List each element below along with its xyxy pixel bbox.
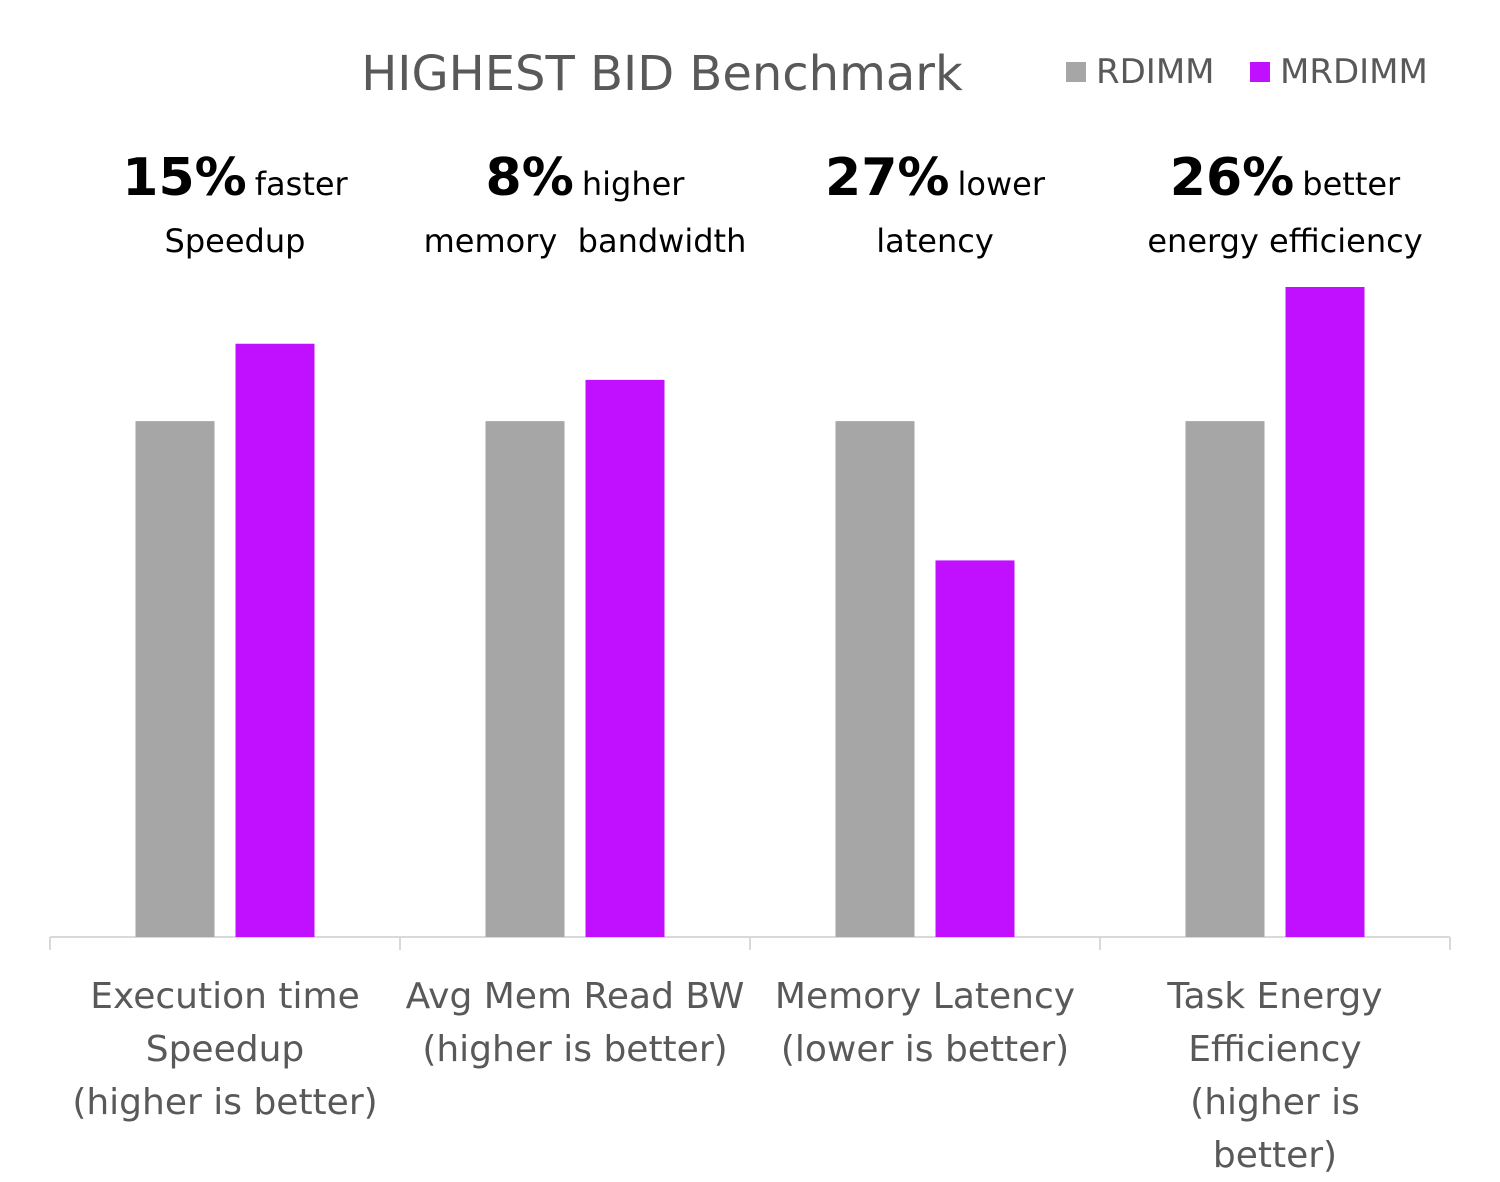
legend-swatch — [1250, 62, 1270, 82]
legend-swatch — [1066, 62, 1086, 82]
annotation: 27% lower — [825, 148, 1045, 208]
legend-label: RDIMM — [1096, 52, 1215, 92]
legend-label: MRDIMM — [1280, 52, 1428, 92]
x-tick-label: Avg Mem Read BW (higher is better) — [405, 976, 745, 1070]
annotation-subtext: energy efficiency — [1147, 222, 1423, 260]
annotation-subtext: latency — [876, 222, 994, 260]
legend-item: MRDIMM — [1250, 52, 1428, 92]
bar — [485, 421, 565, 938]
annotation-highlight: 27% — [825, 148, 950, 208]
x-tick-label: Execution time Speedup (higher is better… — [72, 976, 378, 1123]
annotation-subtext: memory bandwidth — [423, 222, 747, 260]
annotation-highlight: 15% — [122, 148, 247, 208]
x-tick-label: Task Energy Efficiency (higher is better… — [1167, 976, 1383, 1176]
annotation-highlight: 8% — [485, 148, 574, 208]
annotation-subtext: Speedup — [164, 222, 306, 260]
bar — [235, 343, 315, 937]
chart-title: HIGHEST BID Benchmark — [361, 46, 963, 102]
annotation-text: faster — [254, 165, 348, 203]
annotation: 26% better — [1170, 148, 1400, 208]
annotation: 15% faster — [122, 148, 347, 208]
annotation-text: higher — [581, 165, 685, 203]
bar — [835, 421, 915, 938]
bar — [135, 421, 215, 938]
annotation-text: lower — [957, 165, 1045, 203]
x-tick-label: Memory Latency (lower is better) — [774, 976, 1076, 1070]
bar — [935, 560, 1015, 937]
bar — [585, 379, 665, 937]
annotation: 8% higher — [486, 148, 685, 208]
annotation-text: better — [1302, 165, 1401, 203]
legend-item: RDIMM — [1066, 52, 1215, 92]
annotation-highlight: 26% — [1169, 148, 1295, 208]
bar — [1185, 421, 1265, 938]
bar — [1285, 287, 1365, 937]
